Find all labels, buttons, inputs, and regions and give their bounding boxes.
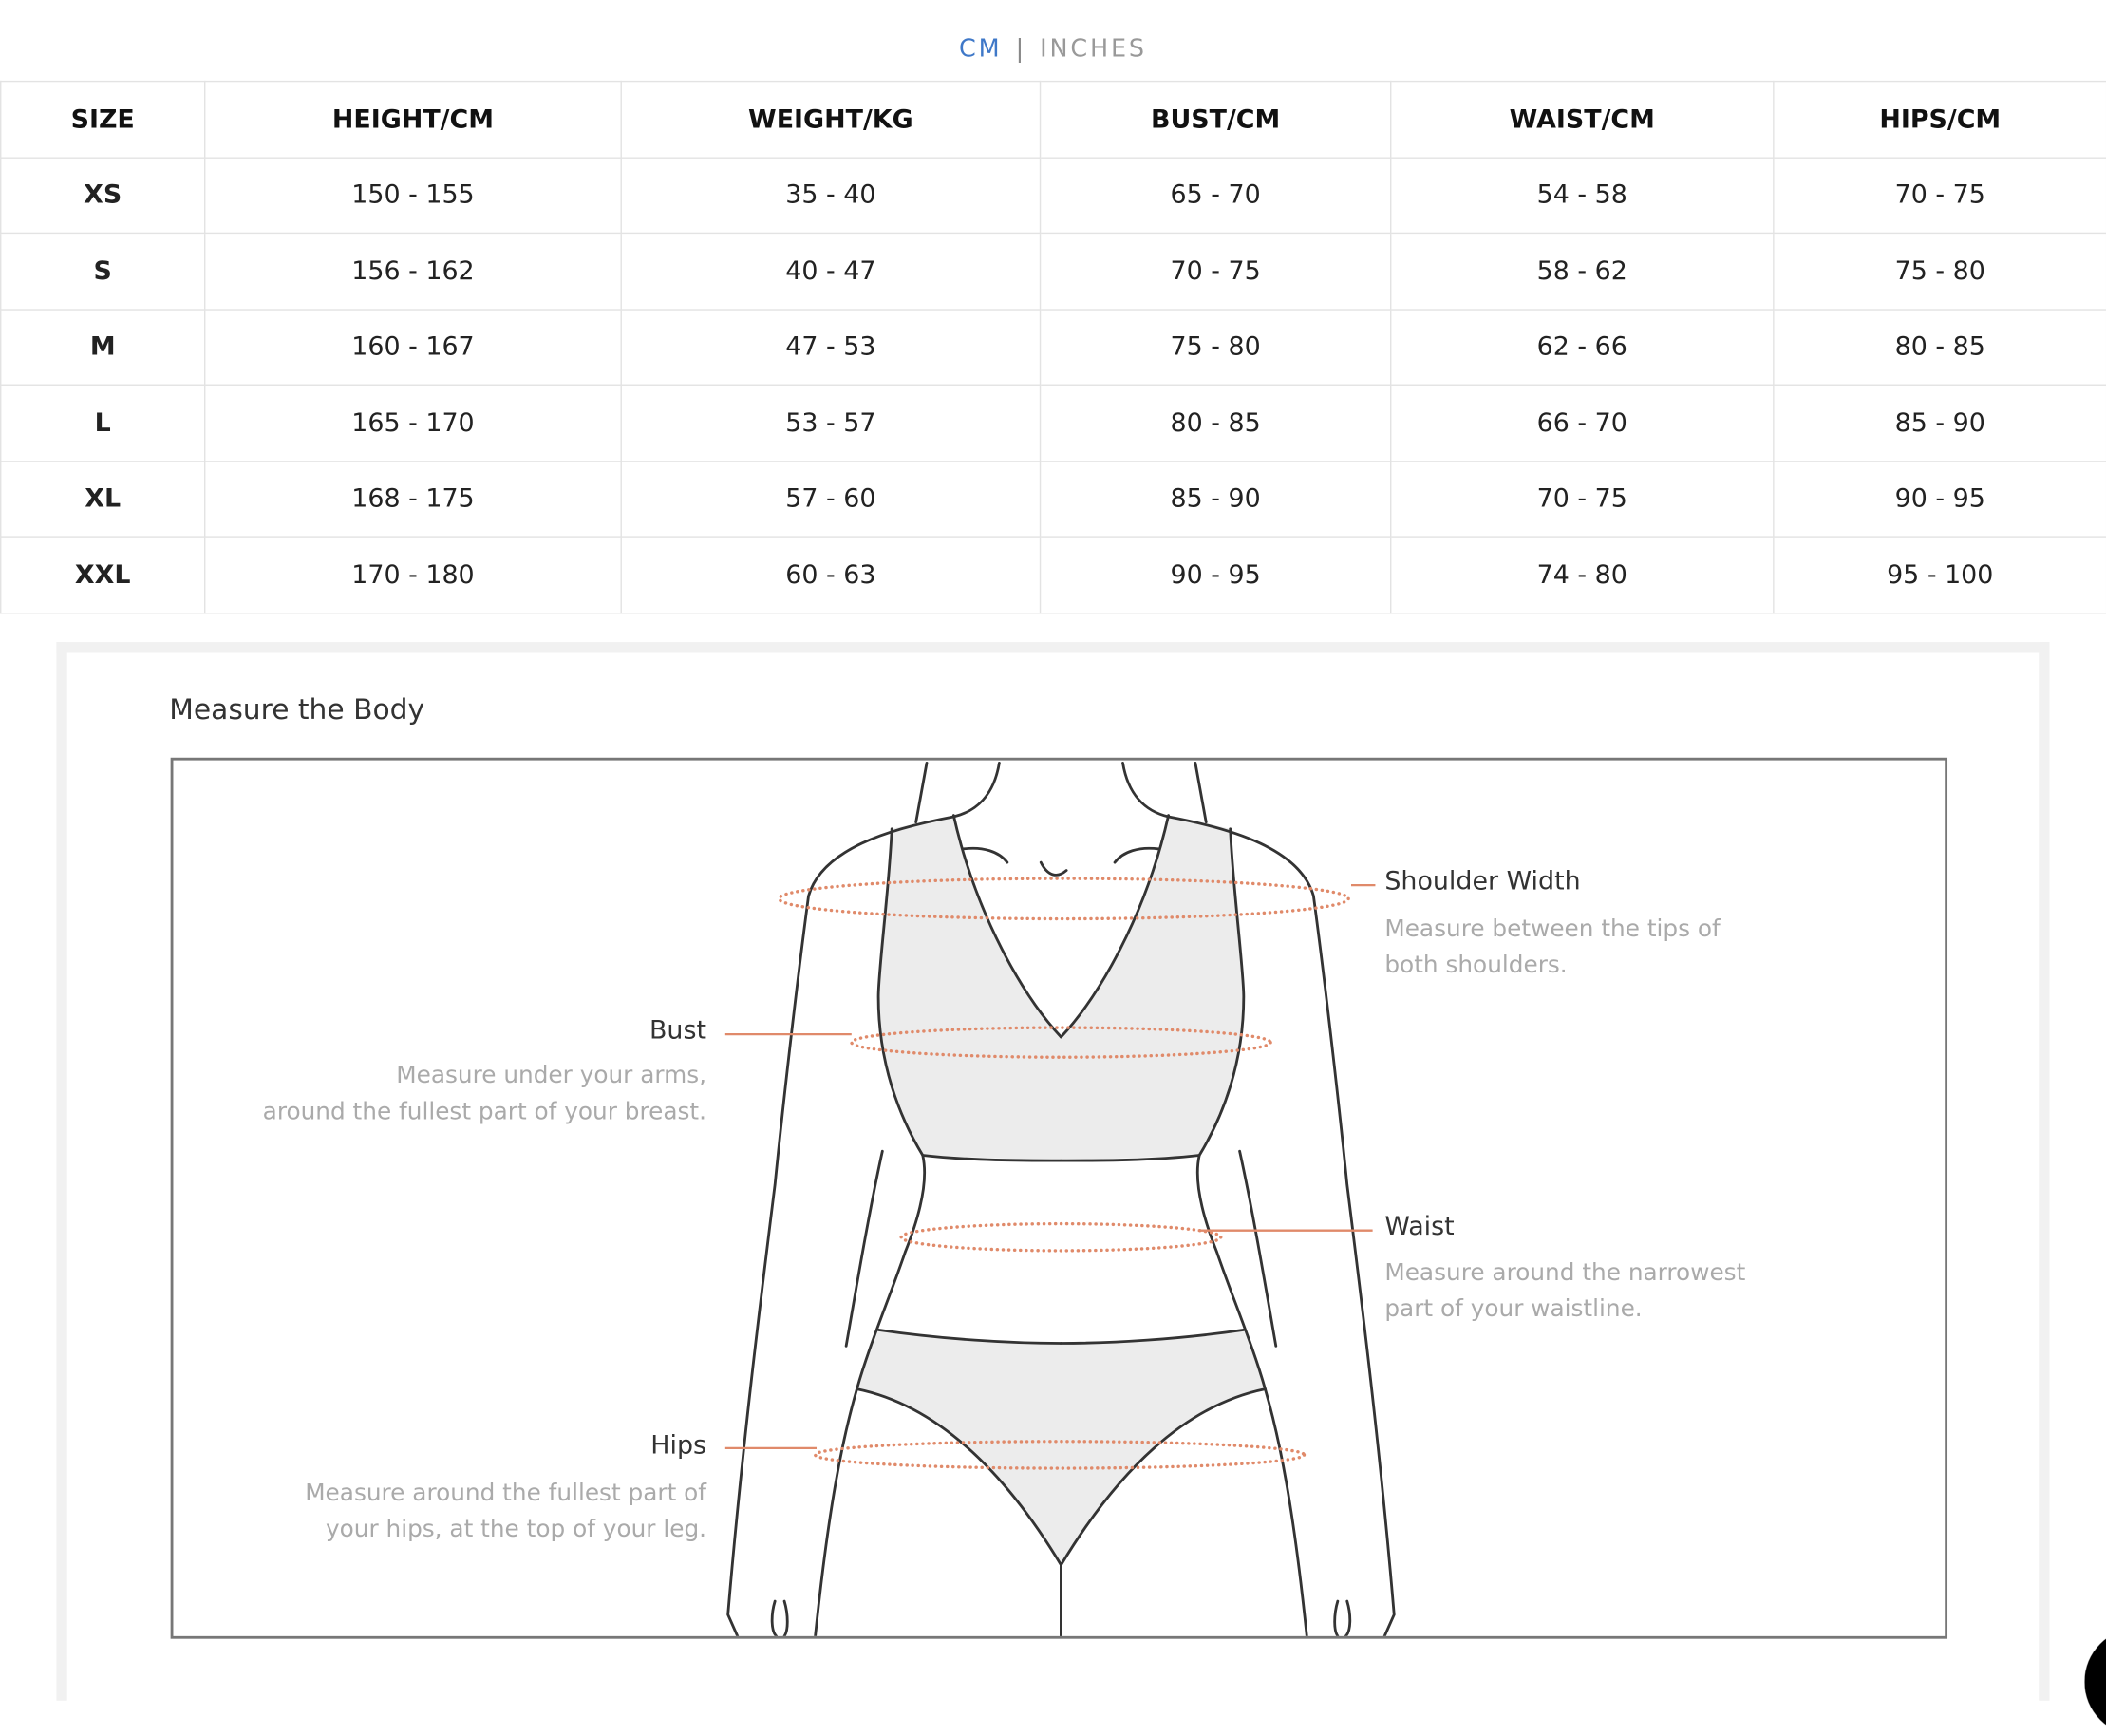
value-cell: 40 - 47 [620, 232, 1042, 311]
size-cell: L [0, 384, 206, 462]
size-cell: S [0, 232, 206, 311]
value-cell: 70 - 75 [1773, 156, 2106, 235]
unit-toggle: CM | INCHES [0, 35, 2106, 64]
size-cell: XS [0, 156, 206, 235]
value-cell: 90 - 95 [1039, 536, 1392, 613]
column-header: SIZE [0, 80, 206, 159]
value-cell: 85 - 90 [1039, 460, 1392, 538]
body-diagram [170, 757, 1948, 1639]
bra-fill [878, 815, 1062, 1161]
shoulder-desc: Measure between the tips of both shoulder… [1384, 915, 1721, 980]
value-cell: 165 - 170 [204, 384, 622, 462]
value-cell: 70 - 75 [1039, 232, 1392, 311]
value-cell: 47 - 53 [620, 308, 1042, 386]
hips-label: Hips [650, 1430, 707, 1461]
body-figure-illustration [724, 762, 1396, 1636]
unit-separator: | [1015, 34, 1027, 64]
value-cell: 150 - 155 [204, 156, 622, 235]
table-row: XL 168 - 175 57 - 60 85 - 90 70 - 75 90 - 95 [0, 460, 2106, 538]
value-cell: 66 - 70 [1390, 384, 1775, 462]
value-cell: 70 - 75 [1390, 460, 1775, 538]
table-row: XS 150 - 155 35 - 40 65 - 70 54 - 58 70 - 75 [0, 156, 2106, 235]
size-cell: XXL [0, 536, 206, 613]
bust-ring [850, 1026, 1272, 1059]
briefs-fill [856, 1330, 1062, 1565]
size-cell: M [0, 308, 206, 386]
column-header: HIPS/CM [1773, 80, 2106, 159]
column-header: HEIGHT/CM [204, 80, 622, 159]
column-header: WAIST/CM [1390, 80, 1775, 159]
column-header: BUST/CM [1039, 80, 1392, 159]
table-row: M 160 - 167 47 - 53 75 - 80 62 - 66 80 - 85 [0, 308, 2106, 386]
table-header-row: SIZE HEIGHT/CM WEIGHT/KG BUST/CM WAIST/CM HIP… [0, 80, 2106, 159]
table-row: XXL 170 - 180 60 - 63 90 - 95 74 - 80 95 - 10… [0, 536, 2106, 613]
size-cell: XL [0, 460, 206, 538]
value-cell: 156 - 162 [204, 232, 622, 311]
hips-ring [813, 1440, 1307, 1470]
value-cell: 75 - 80 [1039, 308, 1392, 386]
guide-title: Measure the Body [169, 692, 425, 726]
value-cell: 35 - 40 [620, 156, 1042, 235]
value-cell: 65 - 70 [1039, 156, 1392, 235]
shoulder-label: Shoulder Width [1384, 866, 1581, 896]
value-cell: 160 - 167 [204, 308, 622, 386]
waist-ring [899, 1221, 1223, 1253]
unit-cm-button[interactable]: CM [959, 34, 1003, 64]
column-header: WEIGHT/KG [620, 80, 1042, 159]
shoulder-ring [777, 877, 1350, 921]
size-chart-table: SIZE HEIGHT/CM WEIGHT/KG BUST/CM WAIST/CM HIP… [0, 80, 2106, 613]
value-cell: 80 - 85 [1773, 308, 2106, 386]
value-cell: 95 - 100 [1773, 536, 2106, 613]
value-cell: 58 - 62 [1390, 232, 1775, 311]
value-cell: 80 - 85 [1039, 384, 1392, 462]
bust-label: Bust [649, 1015, 707, 1046]
measurement-rings [777, 877, 1350, 1470]
value-cell: 168 - 175 [204, 460, 622, 538]
value-cell: 54 - 58 [1390, 156, 1775, 235]
value-cell: 74 - 80 [1390, 536, 1775, 613]
value-cell: 53 - 57 [620, 384, 1042, 462]
hips-desc: Measure around the fullest part of your h… [305, 1480, 707, 1544]
value-cell: 170 - 180 [204, 536, 622, 613]
chat-widget-button[interactable] [2084, 1628, 2106, 1736]
value-cell: 60 - 63 [620, 536, 1042, 613]
table-row: S 156 - 162 40 - 47 70 - 75 58 - 62 75 - 80 [0, 232, 2106, 311]
value-cell: 75 - 80 [1773, 232, 2106, 311]
value-cell: 62 - 66 [1390, 308, 1775, 386]
bust-desc: Measure under your arms, around the fulle… [262, 1062, 707, 1126]
value-cell: 90 - 95 [1773, 460, 2106, 538]
waist-label: Waist [1384, 1211, 1455, 1241]
waist-desc: Measure around the narrowest part of your… [1384, 1259, 1746, 1324]
unit-inches-button[interactable]: INCHES [1040, 34, 1147, 64]
value-cell: 57 - 60 [620, 460, 1042, 538]
table-row: L 165 - 170 53 - 57 80 - 85 66 - 70 85 - 90 [0, 384, 2106, 462]
value-cell: 85 - 90 [1773, 384, 2106, 462]
